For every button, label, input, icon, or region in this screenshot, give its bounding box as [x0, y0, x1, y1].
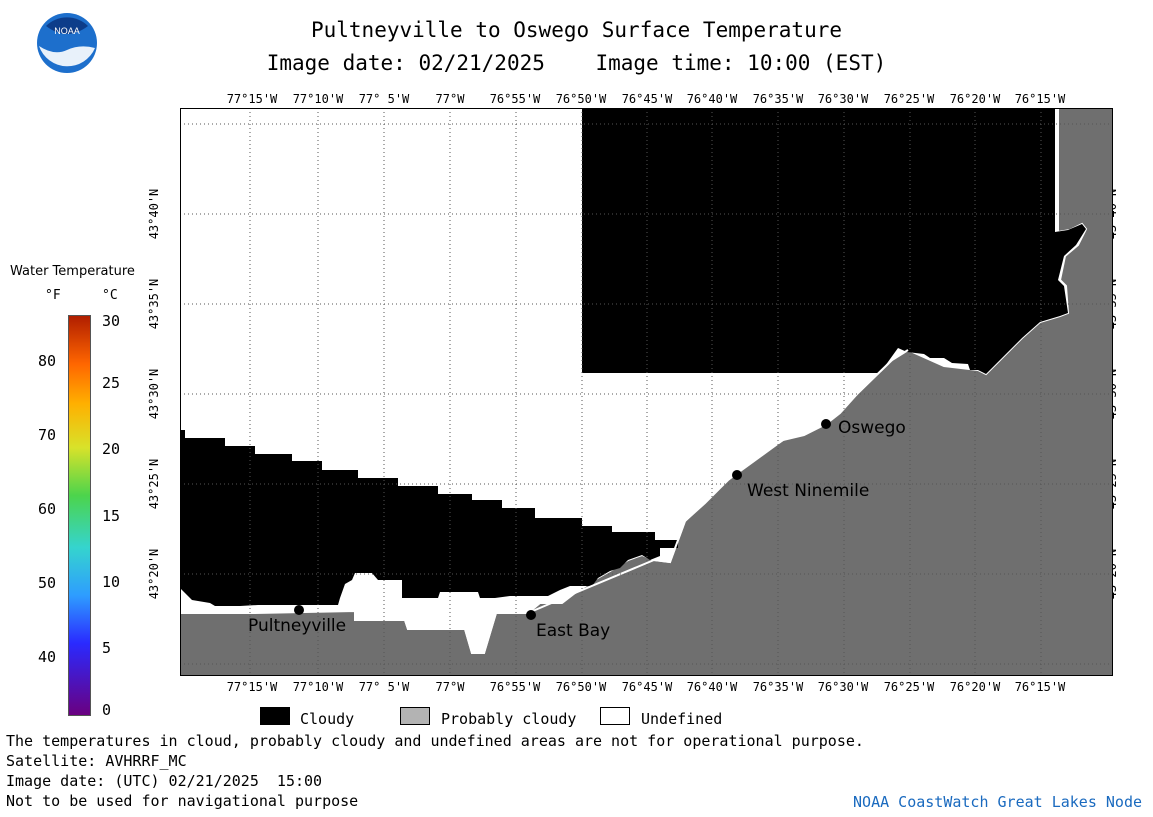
satellite-text: Satellite: AVHRRF_MC	[6, 752, 187, 770]
place-label-oswego: Oswego	[838, 418, 906, 438]
west-ninemile-marker	[732, 470, 742, 480]
celsius-tick: 20	[102, 440, 121, 458]
pultneyville-marker	[294, 605, 304, 615]
longitude-label: 76°50'W	[555, 92, 607, 106]
svg-text:NOAA: NOAA	[54, 26, 80, 36]
longitude-label: 77°10'W	[292, 92, 344, 106]
probably-cloudy-key-label: Probably cloudy	[441, 710, 577, 728]
longitude-label: 76°55'W	[489, 680, 541, 694]
longitude-label: 76°20'W	[949, 680, 1001, 694]
longitude-label: 76°15'W	[1014, 92, 1066, 106]
temperature-legend-title: Water Temperature	[10, 264, 135, 279]
longitude-label: 77°10'W	[292, 680, 344, 694]
celsius-tick: 5	[102, 639, 112, 657]
latitude-label: 43°30'N	[147, 368, 161, 420]
disclaimer-text: The temperatures in cloud, probably clou…	[6, 732, 864, 750]
longitude-label: 77°W	[435, 92, 465, 106]
longitude-label: 76°45'W	[621, 92, 673, 106]
longitude-label: 76°55'W	[489, 92, 541, 106]
fahrenheit-tick: 70	[38, 426, 57, 444]
undefined-key-label: Undefined	[641, 710, 723, 728]
longitude-label: 76°30'W	[817, 92, 869, 106]
longitude-label: 76°20'W	[949, 92, 1001, 106]
probably-cloudy-swatch	[400, 707, 430, 725]
image-date-time: Image date: 02/21/2025 Image time: 10:00…	[266, 51, 887, 75]
celsius-tick: 15	[102, 507, 121, 525]
noaa-logo-icon: NOAA	[36, 12, 98, 74]
fahrenheit-tick: 60	[38, 500, 57, 518]
place-label-pultneyville: Pultneyville	[248, 616, 347, 636]
place-label-west-ninemile: West Ninemile	[747, 481, 870, 501]
cloudy-area-west	[180, 430, 678, 606]
lake-map	[179, 107, 1114, 677]
navigation-warning: Not to be used for navigational purpose	[6, 792, 359, 810]
longitude-label: 77°15'W	[226, 680, 278, 694]
fahrenheit-tick: 80	[38, 352, 57, 370]
undefined-swatch	[600, 707, 630, 725]
latitude-label: 43°20'N	[147, 548, 161, 600]
longitude-label: 76°40'W	[686, 92, 738, 106]
longitude-label: 77° 5'W	[358, 680, 410, 694]
celsius-tick: 10	[102, 573, 121, 591]
graticule	[180, 108, 1113, 676]
cloudy-key-label: Cloudy	[300, 710, 355, 728]
cloudy-area-east	[582, 108, 1086, 374]
oswego-marker	[821, 419, 831, 429]
longitude-label: 76°15'W	[1014, 680, 1066, 694]
longitude-label: 76°25'W	[883, 680, 935, 694]
map-frame	[180, 108, 1113, 676]
cloudy-swatch	[260, 707, 290, 725]
celsius-tick: 25	[102, 374, 121, 392]
place-label-east-bay: East Bay	[536, 621, 611, 641]
latitude-label: 43°40'N	[147, 188, 161, 240]
longitude-label: 76°30'W	[817, 680, 869, 694]
longitude-label: 76°25'W	[883, 92, 935, 106]
east-bay-marker	[526, 610, 536, 620]
celsius-unit: °C	[102, 288, 118, 303]
temperature-color-scale	[68, 315, 91, 716]
latitude-label: 43°35'N	[147, 278, 161, 330]
lake-map-canvas	[179, 107, 1114, 677]
longitude-label: 76°45'W	[621, 680, 673, 694]
celsius-tick: 0	[102, 701, 112, 719]
celsius-tick: 30	[102, 312, 121, 330]
utc-date-text: Image date: (UTC) 02/21/2025 15:00	[6, 772, 323, 790]
fahrenheit-unit: °F	[45, 288, 61, 303]
longitude-label: 76°40'W	[686, 680, 738, 694]
longitude-label: 76°35'W	[752, 92, 804, 106]
longitude-label: 76°50'W	[555, 680, 607, 694]
latitude-label: 43°25'N	[147, 458, 161, 510]
credit-link[interactable]: NOAA CoastWatch Great Lakes Node	[853, 793, 1142, 811]
longitude-label: 76°35'W	[752, 680, 804, 694]
longitude-label: 77°W	[435, 680, 465, 694]
map-title: Pultneyville to Oswego Surface Temperatu…	[310, 18, 842, 42]
longitude-label: 77°15'W	[226, 92, 278, 106]
fahrenheit-tick: 40	[38, 648, 57, 666]
fahrenheit-tick: 50	[38, 574, 57, 592]
longitude-label: 77° 5'W	[358, 92, 410, 106]
